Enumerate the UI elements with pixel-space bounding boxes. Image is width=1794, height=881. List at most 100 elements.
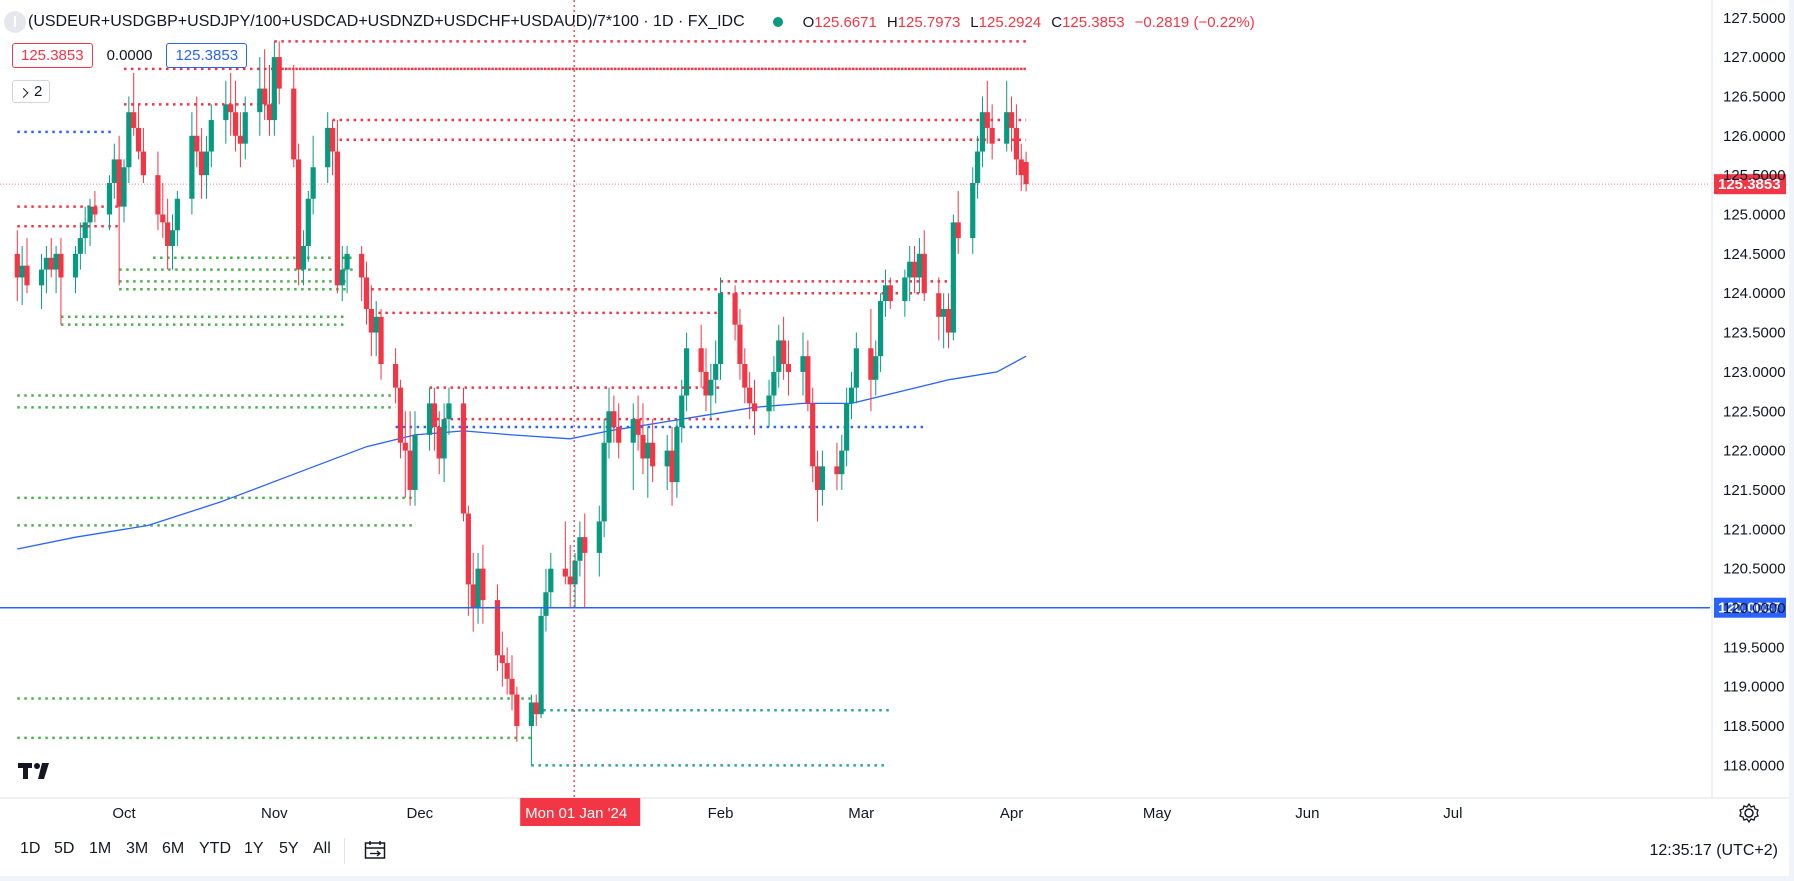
candle-body bbox=[979, 112, 986, 152]
candle bbox=[494, 584, 501, 671]
timeframe-ytd-button[interactable]: YTD bbox=[199, 840, 231, 857]
candle-body bbox=[911, 261, 918, 278]
clock-timezone[interactable]: 12:35:17 (UTC+2) bbox=[1649, 842, 1778, 859]
timeframe-5d-button[interactable]: 5D bbox=[54, 840, 75, 857]
candle-body bbox=[359, 253, 365, 278]
candle bbox=[751, 379, 758, 435]
candle-body bbox=[378, 316, 384, 365]
candle-body bbox=[616, 426, 622, 443]
timeframe-6m-button[interactable]: 6M bbox=[162, 840, 185, 857]
candle-body bbox=[1013, 127, 1019, 160]
candle-body bbox=[504, 663, 510, 679]
price-axis: 118.0000 118.5000 119.0000 119.5000 120.0000… bbox=[1711, 0, 1786, 798]
candle-body bbox=[262, 88, 268, 105]
sell-price-button[interactable]: 125.3853 bbox=[12, 43, 93, 68]
candle bbox=[397, 379, 404, 459]
time-tick-label: Jul bbox=[1443, 805, 1462, 822]
candle bbox=[441, 403, 447, 483]
buy-price-button[interactable]: 125.3853 bbox=[166, 43, 248, 68]
candle-body bbox=[640, 434, 646, 459]
crosshair-date-label: Mon 01 Jan '24 bbox=[525, 805, 627, 822]
candle bbox=[950, 214, 956, 341]
candle-body bbox=[751, 403, 758, 412]
candle-body bbox=[1008, 112, 1015, 128]
candle-body bbox=[785, 364, 792, 372]
calendar-goto-icon[interactable] bbox=[364, 840, 386, 860]
timeframe-all-button[interactable]: All bbox=[313, 840, 331, 857]
candle-body bbox=[271, 57, 277, 121]
candle bbox=[344, 245, 350, 294]
timeframe-3m-button[interactable]: 3M bbox=[126, 840, 149, 857]
timeframe-1m-button[interactable]: 1M bbox=[89, 840, 112, 857]
candle bbox=[781, 316, 787, 380]
candle bbox=[538, 608, 544, 719]
candle-body bbox=[339, 269, 345, 286]
candle bbox=[684, 332, 690, 412]
price-tick-label: 119.0000 bbox=[1723, 679, 1784, 696]
candle bbox=[810, 387, 816, 483]
candle-body bbox=[839, 450, 845, 475]
candle bbox=[819, 450, 825, 506]
candle bbox=[747, 371, 753, 420]
indicator-count: 2 bbox=[34, 83, 43, 100]
candle bbox=[514, 686, 520, 742]
candle-body bbox=[58, 253, 64, 278]
candle-body bbox=[514, 694, 520, 727]
candle-body bbox=[19, 265, 25, 278]
candle bbox=[24, 238, 30, 294]
price-tick-label: 121.0000 bbox=[1723, 521, 1786, 538]
candle bbox=[359, 245, 365, 302]
toolbar-divider bbox=[344, 838, 345, 864]
candle-body bbox=[989, 127, 995, 144]
candle bbox=[970, 167, 976, 254]
timeframe-1d-button[interactable]: 1D bbox=[20, 840, 41, 857]
candle bbox=[111, 143, 117, 199]
candle bbox=[698, 324, 704, 388]
candle-body bbox=[771, 371, 777, 396]
candle bbox=[975, 135, 981, 199]
candle bbox=[257, 57, 263, 136]
candle-body bbox=[945, 308, 952, 333]
candle-body bbox=[577, 537, 583, 561]
candle bbox=[887, 277, 893, 309]
candle-body bbox=[766, 395, 772, 412]
market-status-icon[interactable] bbox=[772, 17, 783, 27]
candle-body bbox=[921, 253, 927, 294]
last-price-label: 125.3853 bbox=[1718, 176, 1781, 193]
candle bbox=[223, 80, 229, 144]
candle bbox=[325, 112, 331, 184]
price-tick-label: 120.0000 bbox=[1723, 600, 1786, 617]
candle bbox=[611, 395, 617, 443]
candle bbox=[577, 521, 583, 577]
candle-body bbox=[970, 183, 976, 239]
candle bbox=[679, 379, 685, 443]
candle bbox=[601, 419, 607, 538]
candle bbox=[1004, 80, 1010, 152]
candle bbox=[606, 387, 612, 459]
candle-body bbox=[878, 301, 884, 357]
symbol-logo-icon[interactable] bbox=[4, 11, 26, 33]
candle-body bbox=[601, 442, 607, 522]
candle-body bbox=[397, 387, 404, 443]
candle bbox=[266, 64, 273, 136]
tradingview-logo[interactable] bbox=[18, 758, 56, 788]
indicators-toggle-button[interactable]: 2 bbox=[12, 80, 51, 103]
candle bbox=[363, 261, 370, 325]
candle bbox=[921, 230, 927, 302]
candle bbox=[616, 403, 622, 459]
candle bbox=[839, 434, 845, 490]
candle-body bbox=[650, 442, 656, 467]
candle-body bbox=[737, 324, 743, 365]
candle-body bbox=[412, 434, 418, 490]
candle bbox=[160, 183, 166, 239]
candle-body bbox=[310, 167, 316, 199]
symbol-title[interactable]: (USDEUR+USDGBP+USDJPY/100+USDCAD+USDNZD+… bbox=[28, 13, 745, 30]
settings-gear-icon[interactable] bbox=[1738, 802, 1760, 824]
candle-body bbox=[72, 253, 79, 278]
candle bbox=[155, 151, 161, 231]
candle bbox=[165, 198, 171, 270]
timeframe-1y-button[interactable]: 1Y bbox=[244, 840, 264, 857]
candle-body bbox=[82, 222, 88, 239]
timeframe-5y-button[interactable]: 5Y bbox=[279, 840, 299, 857]
